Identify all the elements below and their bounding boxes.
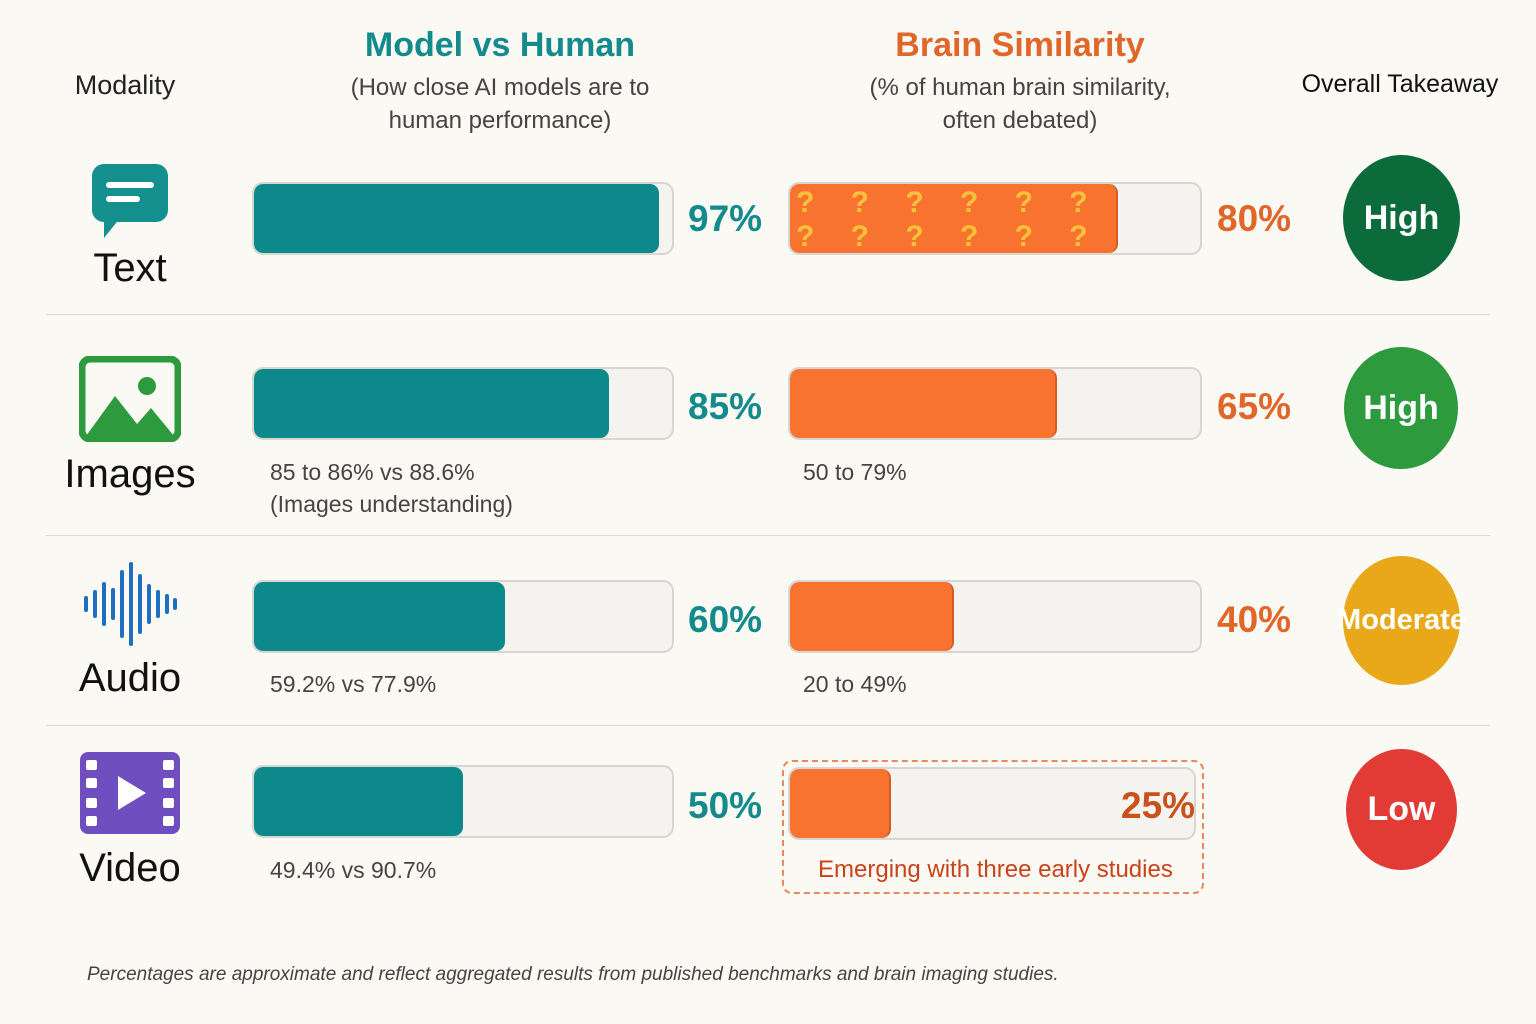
footnote: Percentages are approximate and reflect … xyxy=(87,964,1059,985)
brain-pct-images: 65% xyxy=(1217,386,1292,427)
audio-waveform-icon xyxy=(70,562,190,646)
model-bar-fill-audio xyxy=(254,582,505,651)
model-note-audio: 59.2% vs 77.9% xyxy=(270,671,437,697)
takeaway-badge-video: Low xyxy=(1346,749,1457,870)
model-bar-fill-text xyxy=(254,184,660,253)
row-divider xyxy=(46,535,1490,536)
modality-header: Modality xyxy=(74,70,176,100)
model-vs-human-header: Model vs Human (How close AI models are … xyxy=(300,26,700,137)
takeaway-badge-images: High xyxy=(1344,347,1458,469)
model-bar-track-audio xyxy=(252,580,674,653)
brain-similarity-subtitle-line2: often debated) xyxy=(942,107,1098,134)
model-note-images-line2: (Images understanding) xyxy=(270,491,513,517)
model-pct-images: 85% xyxy=(688,386,763,427)
model-bar-track-text xyxy=(252,182,674,255)
modality-label-text: Text xyxy=(93,246,167,290)
brain-note-audio: 20 to 49% xyxy=(803,671,907,697)
brain-bar-track-text: ? ? ? ? ? ? ? ? ? ? ? ? ? ? ? ? ? ? xyxy=(788,182,1202,255)
model-note-images-line1: 85 to 86% vs 88.6% xyxy=(270,459,475,485)
modality-label-audio: Audio xyxy=(78,656,182,700)
video-icon xyxy=(70,752,190,834)
emerging-dashed-box xyxy=(782,760,1204,894)
takeaway-header: Overall Takeaway xyxy=(1301,70,1499,98)
model-pct-audio: 60% xyxy=(688,599,763,640)
brain-note-images: 50 to 79% xyxy=(803,459,907,485)
model-bar-fill-video xyxy=(254,767,463,836)
brain-similarity-title: Brain Similarity xyxy=(895,26,1145,64)
brain-bar-fill-audio xyxy=(790,582,954,651)
brain-bar-track-audio xyxy=(788,580,1202,653)
brain-note-video: Emerging with three early studies xyxy=(818,856,1173,883)
brain-bar-track-video xyxy=(788,767,1196,840)
brain-bar-track-images xyxy=(788,367,1202,440)
question-marks-pattern: ? ? ? ? ? ? ? ? ? ? ? ? ? ? ? ? ? ? xyxy=(796,186,1102,251)
model-note-video: 49.4% vs 90.7% xyxy=(270,857,437,883)
brain-pct-video: 25% xyxy=(1121,785,1196,826)
model-vs-human-title: Model vs Human xyxy=(364,26,636,64)
model-bar-track-video xyxy=(252,765,674,838)
chat-bubble-icon xyxy=(70,162,190,240)
model-vs-human-subtitle-line2: human performance) xyxy=(388,107,612,134)
brain-similarity-header: Brain Similarity (% of human brain simil… xyxy=(820,26,1220,137)
row-divider xyxy=(46,314,1490,315)
takeaway-badge-text: High xyxy=(1343,155,1460,281)
brain-bar-fill-text: ? ? ? ? ? ? ? ? ? ? ? ? ? ? ? ? ? ? xyxy=(790,184,1118,253)
brain-similarity-subtitle-line1: (% of human brain similarity, xyxy=(869,74,1171,101)
brain-pct-audio: 40% xyxy=(1217,599,1292,640)
model-pct-text: 97% xyxy=(688,198,763,239)
brain-bar-fill-images xyxy=(790,369,1057,438)
brain-bar-fill-video xyxy=(790,769,891,838)
takeaway-badge-audio: Moderate xyxy=(1337,556,1466,685)
model-vs-human-subtitle-line1: (How close AI models are to xyxy=(350,74,650,101)
model-pct-video: 50% xyxy=(688,785,763,826)
image-icon xyxy=(70,356,190,442)
model-bar-fill-images xyxy=(254,369,610,438)
modality-label-video: Video xyxy=(79,846,181,890)
brain-pct-text: 80% xyxy=(1217,198,1292,239)
model-bar-track-images xyxy=(252,367,674,440)
modality-label-images: Images xyxy=(64,452,196,496)
row-divider xyxy=(46,725,1490,726)
